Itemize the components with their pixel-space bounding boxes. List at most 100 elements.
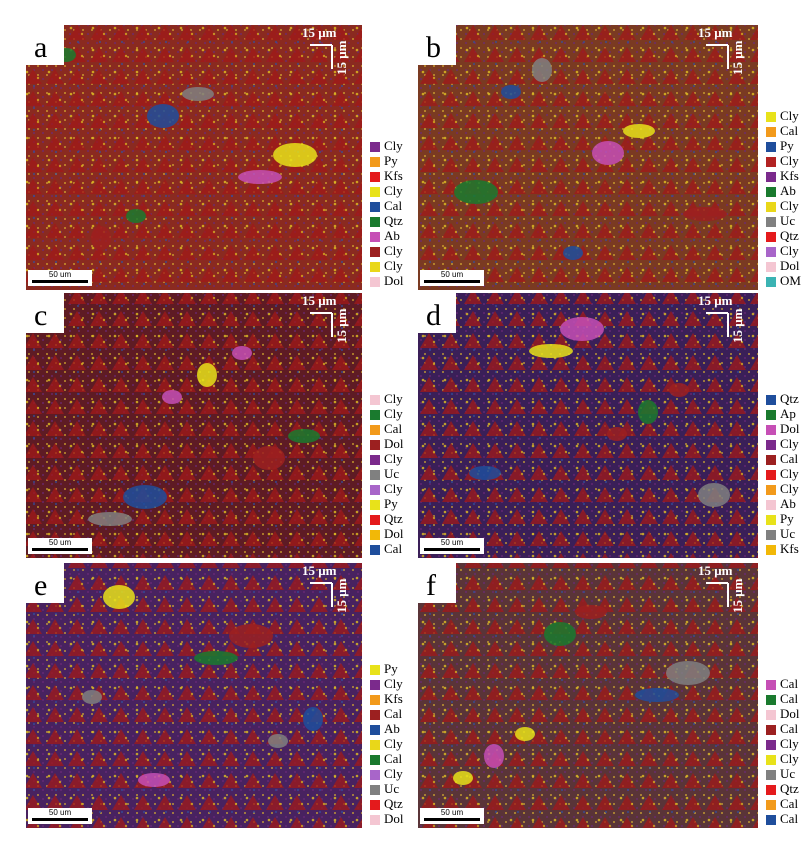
legend-swatch	[370, 785, 380, 795]
scale-h: 15 μm	[698, 25, 733, 40]
mineral-grain	[560, 317, 604, 341]
scale-bar	[32, 280, 88, 283]
mineral-grain	[197, 363, 217, 387]
map-texture	[418, 563, 758, 828]
legend-label: Cal	[780, 721, 798, 736]
scale-v: 15 μm	[730, 578, 745, 613]
legend-label: Qtz	[780, 228, 799, 243]
legend-label: Ap	[780, 406, 796, 421]
legend-swatch	[370, 142, 380, 152]
legend-label: Kfs	[384, 691, 403, 706]
legend-swatch	[370, 395, 380, 405]
legend-label: Cly	[384, 138, 403, 153]
mineral-grain	[532, 58, 552, 82]
legend-label: Cal	[780, 796, 798, 811]
legend-swatch	[370, 247, 380, 257]
scale-bar	[424, 280, 480, 283]
legend-swatch	[370, 545, 380, 555]
legend-swatch	[370, 410, 380, 420]
scale-h: 15 μm	[698, 563, 733, 578]
scale-bar	[424, 818, 480, 821]
scale-bar-label: 50 um	[49, 538, 72, 547]
legend-label: Cly	[780, 481, 799, 496]
legend-label: Ab	[780, 496, 796, 511]
legend-swatch	[766, 515, 776, 525]
scale-h: 15 μm	[698, 293, 733, 308]
legend-label: Cly	[780, 751, 799, 766]
mineral-grain	[238, 170, 282, 184]
legend-swatch	[766, 545, 776, 555]
scale-bar-label: 50 um	[441, 538, 464, 547]
legend-swatch	[766, 172, 776, 182]
legend-swatch	[766, 217, 776, 227]
mineral-grain	[268, 734, 288, 748]
mineral-grain	[229, 624, 273, 648]
scale-v: 15 μm	[730, 308, 745, 343]
scale-v: 15 μm	[730, 40, 745, 75]
mineral-grain	[515, 727, 535, 741]
mineral-grain	[469, 466, 501, 480]
panel-label: d	[426, 299, 441, 332]
legend-swatch	[370, 680, 380, 690]
legend-label: Cly	[780, 736, 799, 751]
legend-swatch	[766, 695, 776, 705]
legend-label: Cal	[780, 451, 798, 466]
mineral-grain	[607, 427, 627, 441]
scale-bar-label: 50 um	[441, 808, 464, 817]
legend-label: Ab	[384, 228, 400, 243]
legend-label: Uc	[384, 781, 399, 796]
legend-label: Cly	[384, 766, 403, 781]
label-box	[418, 25, 456, 65]
mineral-grain	[501, 85, 521, 99]
legend-label: Py	[384, 496, 398, 511]
legend-label: Uc	[780, 526, 795, 541]
legend-swatch	[766, 202, 776, 212]
legend-swatch	[766, 127, 776, 137]
legend-swatch	[370, 425, 380, 435]
mineral-grain	[162, 390, 182, 404]
legend-label: Cly	[780, 198, 799, 213]
legend-swatch	[766, 187, 776, 197]
legend-label: Qtz	[384, 511, 403, 526]
legend-swatch	[370, 500, 380, 510]
label-box	[26, 25, 64, 65]
legend-swatch	[766, 770, 776, 780]
mineral-grain	[484, 744, 504, 768]
legend-label: Ab	[780, 183, 796, 198]
legend-swatch	[370, 455, 380, 465]
scale-v: 15 μm	[334, 578, 349, 613]
legend-swatch	[766, 800, 776, 810]
scale-bar-label: 50 um	[49, 808, 72, 817]
legend-swatch	[370, 470, 380, 480]
legend-swatch	[766, 277, 776, 287]
legend-swatch	[766, 740, 776, 750]
legend-swatch	[370, 277, 380, 287]
legend-label: OM	[780, 273, 801, 288]
legend-label: Cal	[384, 751, 402, 766]
label-box	[418, 293, 456, 333]
mineral-grain	[454, 180, 498, 204]
legend-swatch	[766, 232, 776, 242]
scale-h: 15 μm	[302, 25, 337, 40]
legend-label: Cly	[384, 676, 403, 691]
mineral-grain	[623, 124, 655, 138]
legend-swatch	[370, 217, 380, 227]
legend-swatch	[370, 187, 380, 197]
panel-label: a	[34, 31, 47, 64]
legend-label: Cal	[780, 123, 798, 138]
legend-label: Kfs	[384, 168, 403, 183]
legend-swatch	[370, 710, 380, 720]
legend-label: Dol	[384, 273, 404, 288]
legend-label: Py	[384, 661, 398, 676]
mineral-grain	[91, 226, 111, 250]
legend-swatch	[766, 112, 776, 122]
legend-label: Qtz	[780, 391, 799, 406]
legend-swatch	[370, 172, 380, 182]
legend-swatch	[766, 710, 776, 720]
legend-swatch	[766, 755, 776, 765]
mineral-grain	[147, 104, 179, 128]
